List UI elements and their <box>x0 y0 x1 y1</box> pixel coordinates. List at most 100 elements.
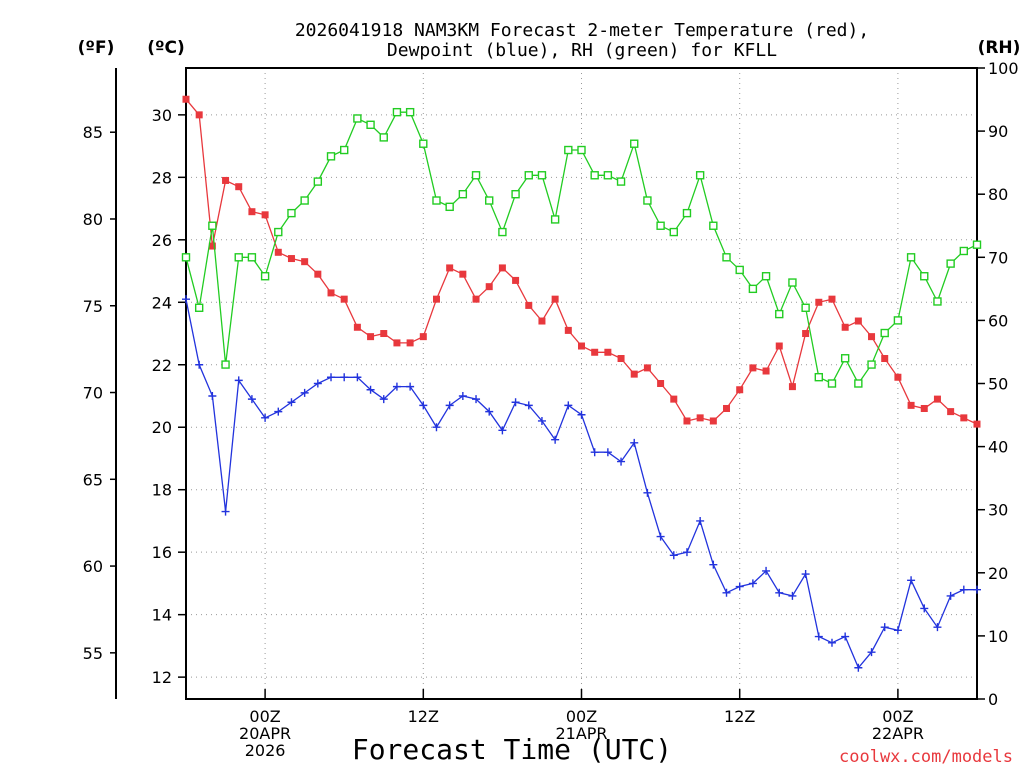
relative-humidity-point <box>669 227 678 237</box>
2-meter-temperature-point <box>419 333 427 341</box>
rh-unit-label: (RH) <box>978 38 1021 58</box>
celsius-tick-label: 20 <box>152 418 172 437</box>
chart-title-line1: 2026041918 NAM3KM Forecast 2-meter Tempe… <box>295 20 869 41</box>
dewpoint-point <box>274 407 283 416</box>
dewpoint-point <box>920 604 929 613</box>
relative-humidity-point <box>695 171 705 180</box>
rh-tick-label: 100 <box>988 59 1019 78</box>
rh-tick-label: 70 <box>988 248 1008 267</box>
dewpoint-point <box>880 623 889 632</box>
relative-humidity-point <box>590 171 599 180</box>
2-meter-temperature-point <box>762 367 770 375</box>
dewpoint-point <box>709 560 718 569</box>
2-meter-temperature-point <box>736 386 744 394</box>
dewpoint-point <box>564 401 573 410</box>
2-meter-temperature-point <box>723 404 731 412</box>
2-meter-temperature-point <box>815 298 823 306</box>
relative-humidity-point <box>550 215 560 224</box>
dewpoint-point <box>643 488 652 497</box>
2-meter-temperature-point <box>472 295 480 303</box>
relative-humidity-point <box>340 145 349 155</box>
dewpoint-point <box>379 395 388 404</box>
x-tick-label: 00Z <box>882 707 913 726</box>
celsius-tick-label: 16 <box>152 543 172 562</box>
dewpoint-point <box>551 435 560 444</box>
dewpoint-point <box>340 373 349 382</box>
x-tick-label: 2026 <box>245 741 286 760</box>
2-meter-temperature-point <box>933 395 941 403</box>
dewpoint-point <box>748 579 757 588</box>
relative-humidity-point <box>274 227 283 237</box>
dewpoint-point <box>630 438 639 447</box>
grid-lines <box>186 68 977 699</box>
relative-humidity-point <box>867 360 876 369</box>
2-meter-temperature-point <box>485 283 493 291</box>
relative-humidity-point <box>524 171 533 180</box>
dewpoint-point <box>656 532 665 541</box>
2-meter-temperature-point <box>195 111 203 119</box>
2-meter-temperature-point <box>709 417 717 425</box>
dewpoint-point <box>827 638 836 647</box>
2-meter-temperature-point <box>512 276 520 284</box>
relative-humidity-point <box>564 145 573 155</box>
relative-humidity-point <box>748 284 758 294</box>
dewpoint-point <box>208 391 217 400</box>
chart-title-line2: Dewpoint (blue), RH (green) for KFLL <box>387 40 777 61</box>
2-meter-temperature-point <box>287 255 295 263</box>
dewpoint-point <box>195 360 204 369</box>
rh-tick-label: 50 <box>988 375 1008 394</box>
dewpoint-point <box>696 516 705 525</box>
relative-humidity-point <box>603 171 613 180</box>
celsius-tick-label: 18 <box>152 481 172 500</box>
2-meter-temperature-point <box>670 395 678 403</box>
2-meter-temperature-point <box>261 211 269 219</box>
relative-humidity-point <box>234 253 243 262</box>
dewpoint-point <box>419 401 428 410</box>
dewpoint-point <box>458 391 467 400</box>
relative-humidity-point <box>432 196 441 205</box>
2-meter-temperature-point <box>868 333 876 341</box>
2-meter-temperature-point <box>222 176 230 184</box>
dewpoint-point <box>498 426 507 435</box>
relative-humidity-point <box>801 303 810 312</box>
relative-humidity-point <box>498 227 507 237</box>
2-meter-temperature-point <box>459 270 467 278</box>
2-meter-temperature-point <box>538 317 546 325</box>
celsius-tick-label: 30 <box>152 106 172 125</box>
relative-humidity-point <box>445 202 454 212</box>
relative-humidity-point <box>392 107 402 117</box>
2-meter-temperature-point <box>353 323 361 331</box>
dewpoint-point <box>221 507 230 516</box>
2-meter-temperature-point <box>274 248 282 256</box>
relative-humidity-point <box>630 139 639 148</box>
dewpoint-point <box>472 395 481 404</box>
relative-humidity-point <box>972 240 982 249</box>
dewpoint-point <box>762 566 771 575</box>
relative-humidity-point <box>946 259 955 268</box>
2-meter-temperature-point <box>657 380 665 387</box>
dewpoint-point <box>722 588 731 597</box>
watermark: coolwx.com/models <box>839 747 1013 767</box>
relative-humidity-point <box>709 221 718 230</box>
celsius-tick-label: 14 <box>152 606 172 625</box>
2-meter-temperature-point <box>643 364 651 372</box>
fahrenheit-tick-label: 70 <box>83 384 103 403</box>
relative-humidity-point <box>313 177 323 186</box>
relative-humidity-point <box>221 360 230 369</box>
rh-tick-label: 90 <box>988 122 1008 141</box>
dewpoint-point <box>959 585 968 594</box>
relative-humidity-point <box>761 272 771 281</box>
2-meter-temperature-point <box>907 401 915 409</box>
2-meter-temperature-point <box>947 408 955 416</box>
2-meter-temperature-point <box>314 270 322 278</box>
dewpoint-point <box>788 591 797 600</box>
dewpoint-point <box>735 582 744 591</box>
2-meter-temperature-point <box>393 339 401 347</box>
2-meter-temperature-point <box>973 420 981 428</box>
2-meter-temperature-point <box>380 330 388 338</box>
relative-humidity-point <box>181 253 191 262</box>
celsius-unit-label: (ºC) <box>147 38 185 58</box>
dewpoint-point <box>300 388 309 397</box>
dewpoint-point <box>234 376 243 385</box>
relative-humidity-point <box>656 221 665 230</box>
